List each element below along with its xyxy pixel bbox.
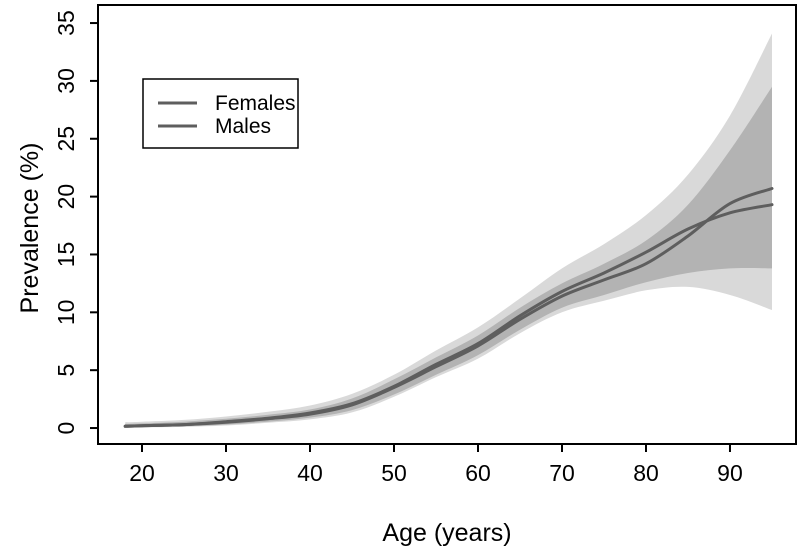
legend-label-males: Males: [215, 115, 271, 138]
y-tick-label: 0: [53, 422, 79, 435]
y-tick-label: 5: [53, 364, 79, 377]
curve-females: [123, 187, 774, 428]
prevalence-curves: [123, 187, 774, 428]
x-tick-label: 50: [381, 460, 407, 486]
y-tick-label: 25: [53, 126, 79, 152]
legend: Females Males: [142, 78, 299, 149]
x-tick-label: 20: [129, 460, 155, 486]
x-tick-label: 80: [633, 460, 659, 486]
x-tick-label: 30: [213, 460, 239, 486]
x-tick-label: 60: [465, 460, 491, 486]
y-tick-label: 20: [53, 184, 79, 210]
confidence-band-males: [125, 33, 772, 428]
y-axis-ticks: 0 5 10 15 20 25 30 35: [53, 10, 98, 434]
x-tick-label: 40: [297, 460, 323, 486]
x-tick-label: 70: [549, 460, 575, 486]
y-tick-label: 30: [53, 68, 79, 94]
legend-box: [142, 78, 299, 149]
y-tick-label: 10: [53, 300, 79, 326]
x-axis-title: Age (years): [382, 519, 511, 547]
x-tick-label: 90: [717, 460, 743, 486]
y-tick-label: 35: [53, 10, 79, 36]
x-axis-ticks: 20 30 40 50 60 70 80 90: [129, 444, 743, 486]
y-axis-title: Prevalence (%): [16, 143, 44, 314]
plot-border: [97, 4, 797, 445]
y-tick-label: 15: [53, 242, 79, 268]
legend-label-females: Females: [215, 92, 296, 115]
